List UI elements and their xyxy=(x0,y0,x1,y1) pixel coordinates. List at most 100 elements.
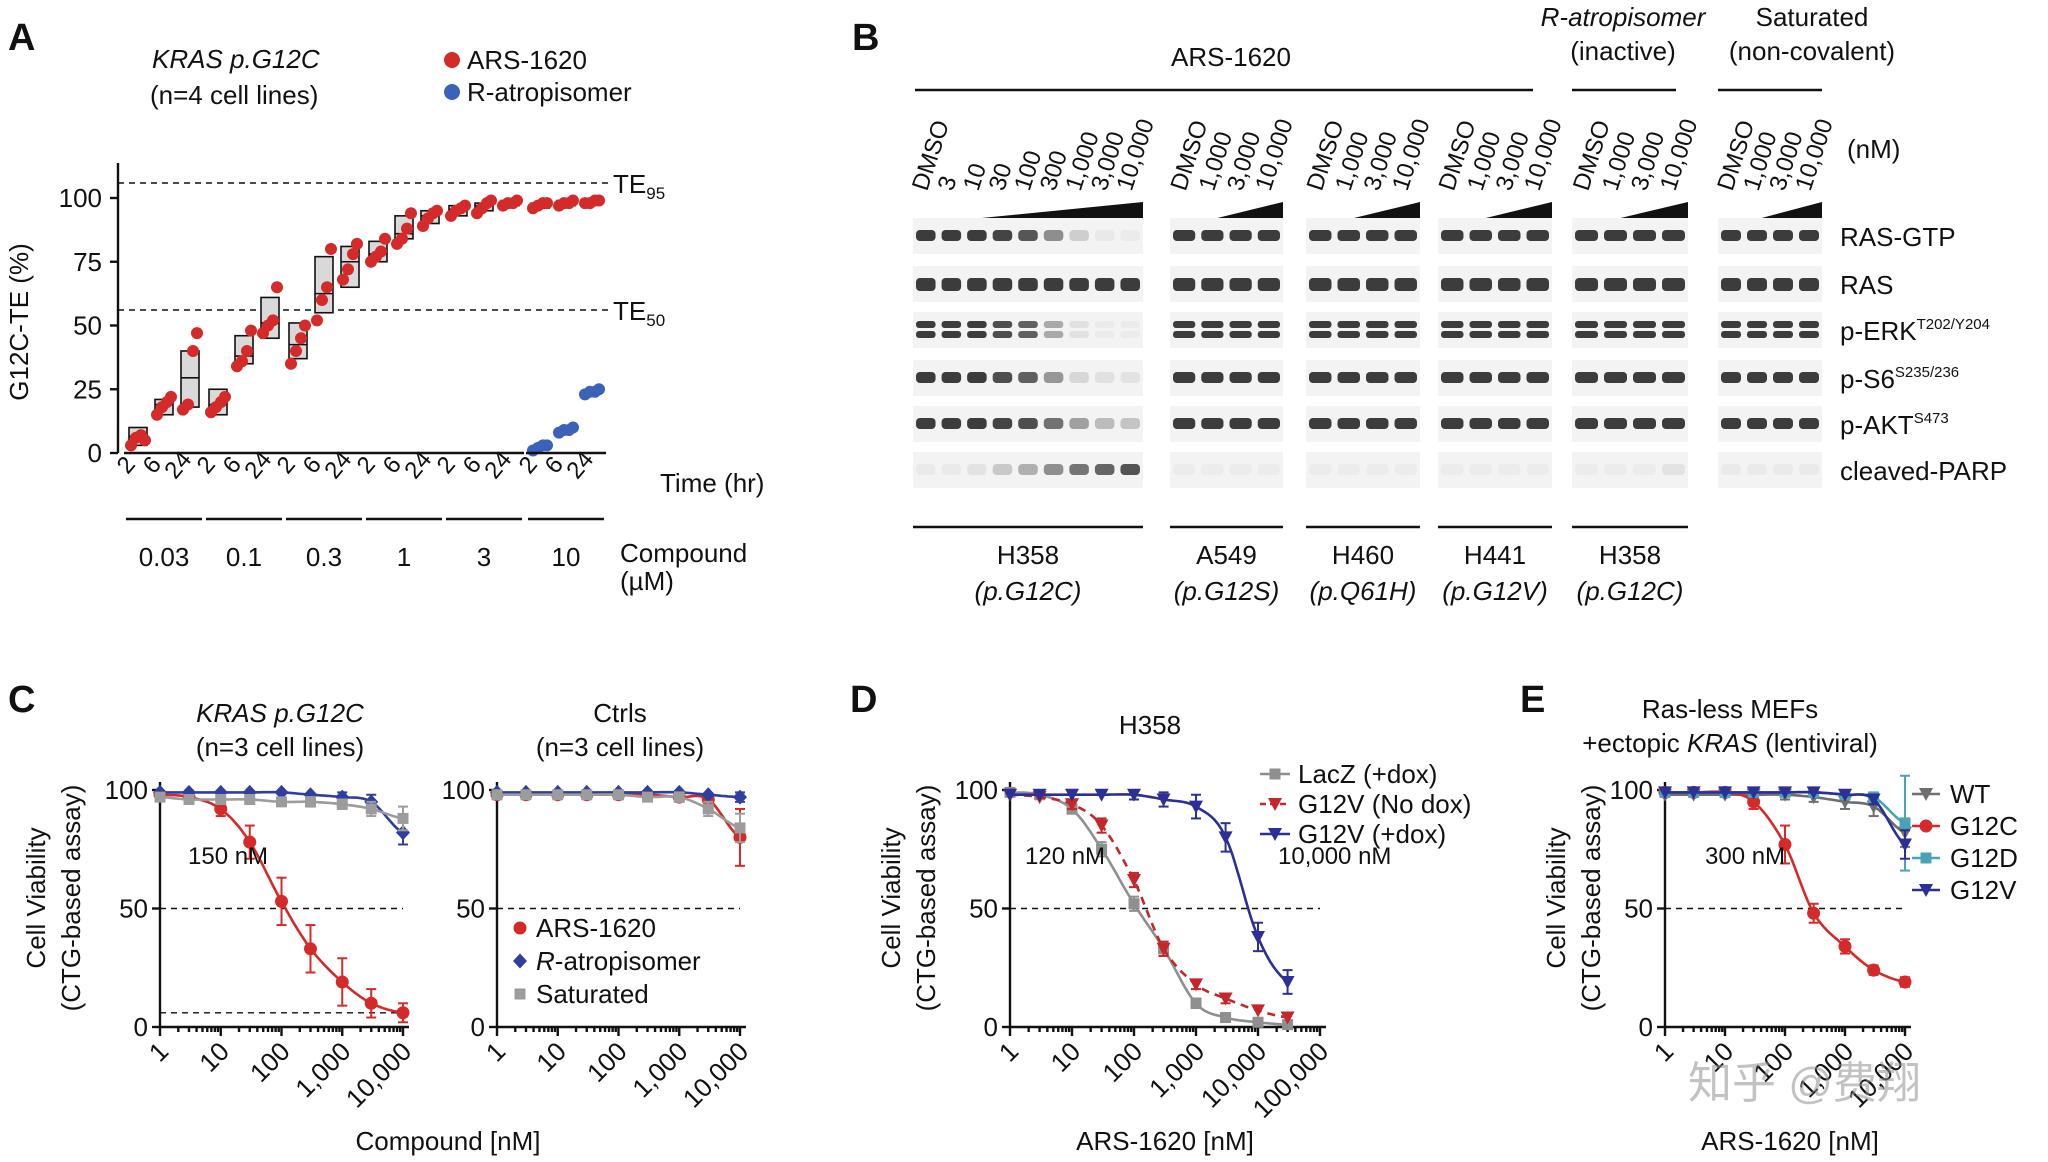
panel-b-band xyxy=(1366,464,1389,475)
panel-b-band xyxy=(1799,331,1819,338)
panel-b-band xyxy=(1173,278,1196,291)
D-point-1 xyxy=(1189,978,1203,992)
panel-b-band xyxy=(1498,278,1521,291)
C2-ytick-label: 0 xyxy=(471,1012,485,1042)
panel-b-band xyxy=(1662,372,1685,383)
panel-b-band xyxy=(1498,372,1521,383)
panel-b-mutation: (p.Q61H) xyxy=(1310,576,1417,606)
panel-b-band xyxy=(1120,230,1140,241)
panel-a-point-ars xyxy=(485,194,497,207)
panel-b-band xyxy=(992,331,1013,338)
E-ytick-label: 100 xyxy=(1610,775,1653,805)
D-xtick-label: 100 xyxy=(1096,1036,1148,1088)
panel-b-band xyxy=(1799,321,1819,328)
panel-b-mutation: (p.G12V) xyxy=(1442,576,1548,606)
panel-b-band xyxy=(1799,464,1819,475)
panel-b-band xyxy=(1018,418,1038,429)
C1-point-2 xyxy=(215,793,227,805)
panel-b-band xyxy=(1018,464,1038,475)
panel-a-point-ars xyxy=(541,197,553,210)
panel-b-ratrop-label: R-atropisomer xyxy=(1541,2,1707,32)
panel-b-band xyxy=(992,418,1013,429)
C1-xtick-label: 100 xyxy=(244,1036,296,1088)
panel-b-band xyxy=(1575,278,1598,291)
panel-e-legend-label: G12D xyxy=(1950,843,2018,873)
panel-b-band xyxy=(1498,418,1521,429)
panel-b-band xyxy=(967,230,987,241)
E-ytick-label: 50 xyxy=(1624,894,1653,924)
panel-d-annotation-right: 10,000 nM xyxy=(1278,843,1391,870)
panel-a-point-ars xyxy=(347,248,359,261)
panel-b-band xyxy=(967,331,987,338)
panel-a-point-ars xyxy=(405,207,417,220)
C1-point-1 xyxy=(396,825,410,841)
panel-b-band xyxy=(1120,321,1140,328)
panel-e-xlabel: ARS-1620 [nM] xyxy=(1701,1126,1879,1156)
panel-b-band xyxy=(1094,230,1115,241)
panel-b-band xyxy=(992,230,1013,241)
E-xtick-label: 1 xyxy=(1648,1036,1679,1067)
D-point-0 xyxy=(1190,997,1202,1009)
panel-b-band xyxy=(1469,278,1492,291)
panel-b-band xyxy=(1069,278,1089,291)
panel-b-band xyxy=(1575,331,1598,338)
panel-a-point-ars xyxy=(285,357,297,370)
panel-b-unit: (nM) xyxy=(1847,134,1900,164)
panel-a-point-ars xyxy=(316,294,328,306)
panel-label-a: A xyxy=(8,17,35,59)
panel-b-band xyxy=(1043,230,1064,241)
panel-b-row-label: RAS-GTP xyxy=(1840,222,1956,252)
panel-b-band xyxy=(1633,230,1656,241)
panel-a: A KRAS p.G12C (n=4 cell lines) ARS-1620 … xyxy=(4,17,764,596)
D-point-2 xyxy=(1280,975,1295,989)
panel-b-band xyxy=(1721,464,1741,475)
panel-b-band xyxy=(1120,464,1140,475)
panel-b-band xyxy=(1469,418,1492,429)
panel-b-band xyxy=(1747,418,1767,429)
panel-b-blot-strip xyxy=(1718,312,1822,348)
panel-a-time-label: Time (hr) xyxy=(660,468,764,498)
panel-b-band xyxy=(1366,372,1389,383)
panel-b-band xyxy=(941,331,962,338)
panel-e-legend-label: G12V xyxy=(1950,875,2017,905)
panel-b-band xyxy=(1575,464,1598,475)
panel-b-row-label: p-AKTS473 xyxy=(1840,410,1949,440)
panel-b-band xyxy=(1094,418,1115,429)
C1-point-0 xyxy=(303,942,317,956)
panel-a-ytick-label: 0 xyxy=(88,438,102,468)
panel-b-band xyxy=(1662,278,1685,291)
panel-b-band xyxy=(1526,321,1549,328)
panel-a-concentration: 3 xyxy=(477,542,491,572)
panel-a-point-ars xyxy=(241,345,253,357)
C1-point-2 xyxy=(336,798,348,810)
panel-b-band xyxy=(941,418,962,429)
legend-marker-ratrop xyxy=(444,84,460,100)
panel-b-band xyxy=(1043,331,1064,338)
C1-point-0 xyxy=(214,802,228,816)
panel-b-band xyxy=(1309,230,1332,241)
panel-b-band xyxy=(1201,418,1224,429)
D-point-2 xyxy=(1218,831,1233,845)
E-point-3 xyxy=(1686,786,1701,800)
panel-b-band xyxy=(1394,331,1417,338)
panel-b-band xyxy=(1633,418,1656,429)
panel-e-ylabel-1: Cell Viability xyxy=(1541,827,1571,968)
panel-a-point-ars xyxy=(267,314,279,327)
panel-b-band xyxy=(1441,418,1464,429)
panel-b-band xyxy=(1043,418,1064,429)
panel-b: B ARS-1620 R-atropisomer (inactive) Satu… xyxy=(852,2,2007,606)
C2-xtick-label: 10 xyxy=(530,1036,572,1078)
panel-b-band xyxy=(1604,464,1627,475)
C2-point-1 xyxy=(701,787,716,803)
D-curve-2 xyxy=(1010,793,1289,984)
panel-b-band xyxy=(1633,372,1656,383)
E-curve-1 xyxy=(1665,790,1906,984)
panel-a-point-ars xyxy=(342,263,354,276)
panel-b-band xyxy=(1441,372,1464,383)
panel-b-band xyxy=(1799,230,1819,241)
panel-b-band xyxy=(1201,321,1224,328)
C2-point-2 xyxy=(613,789,624,801)
